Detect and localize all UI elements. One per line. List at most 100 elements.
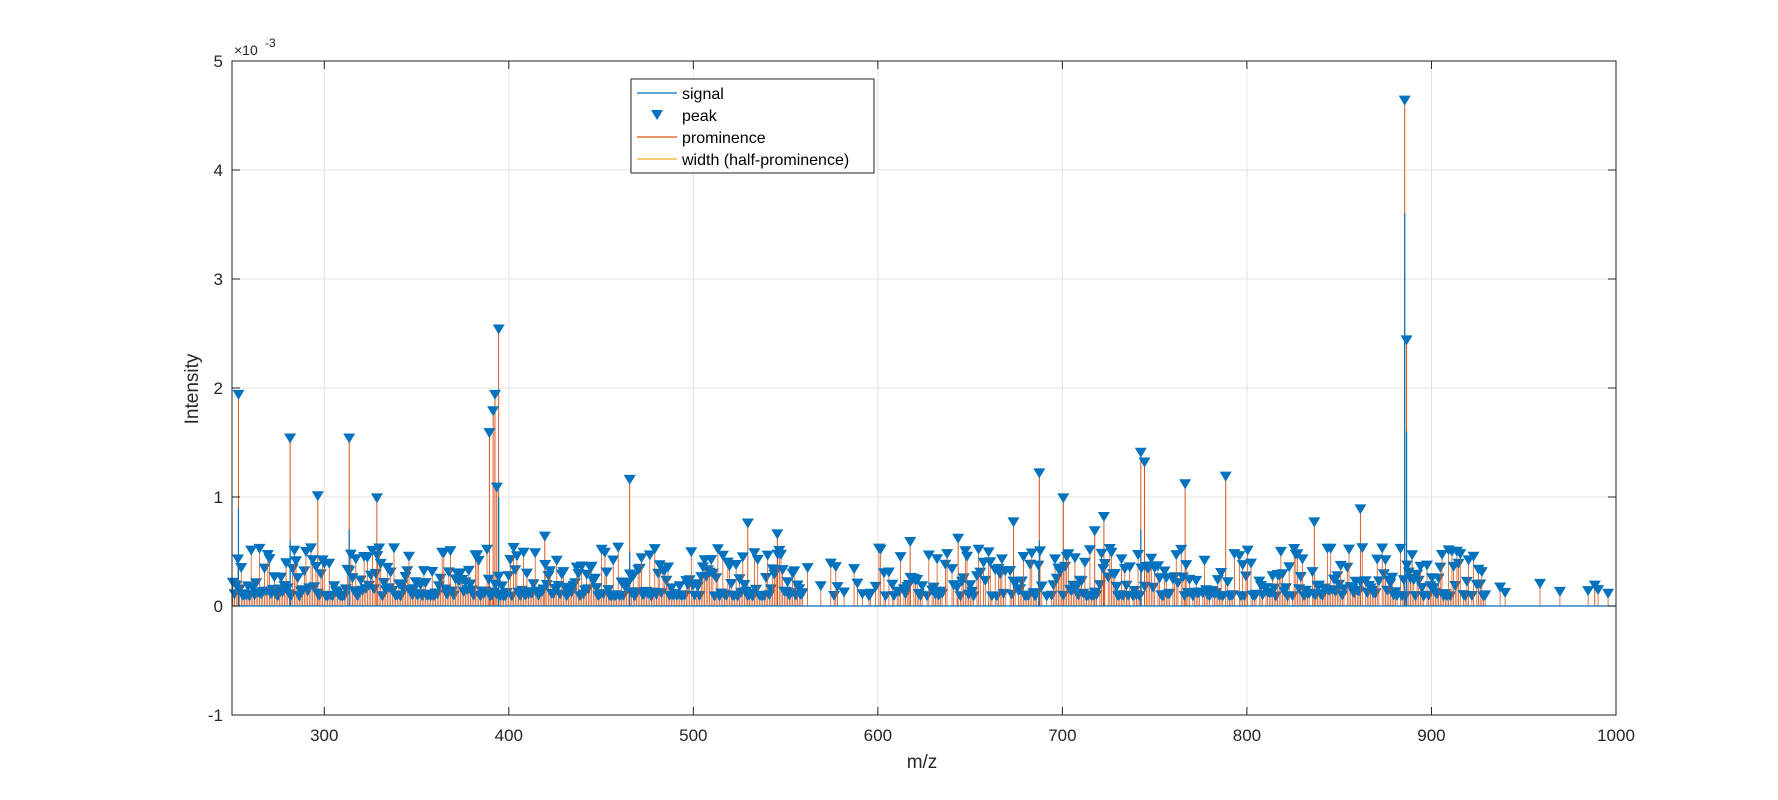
noise-peak-marker	[607, 555, 620, 566]
noise-peak-marker	[725, 579, 738, 589]
legend-peak-marker	[651, 110, 663, 120]
noise-peak-marker	[751, 555, 764, 565]
y-tick-label: 0	[214, 597, 223, 616]
y-tick-label: 2	[214, 379, 223, 398]
noise-peak-marker	[1241, 545, 1254, 556]
noise-peak-marker	[1110, 581, 1123, 592]
noise-peak-marker	[1499, 587, 1512, 598]
noise-peak-marker	[374, 558, 387, 569]
noise-peak-marker	[1123, 562, 1136, 573]
noise-peak-marker	[361, 552, 374, 563]
noise-peak-marker	[665, 583, 678, 594]
noise-peak-marker	[1288, 544, 1301, 554]
axes	[231, 60, 1617, 716]
noise-peak-marker	[851, 578, 864, 589]
noise-peak-marker	[972, 544, 985, 555]
svg-text:×10: ×10	[234, 42, 258, 58]
noise-peak-marker	[507, 543, 520, 553]
noise-peak-marker	[939, 559, 952, 570]
noise-peak-marker	[1158, 566, 1171, 577]
noise-peak-marker	[685, 547, 698, 558]
noise-peak-marker	[600, 567, 613, 578]
noise-peak-marker	[544, 566, 557, 577]
noise-peak-marker	[612, 542, 625, 553]
noise-peak-marker	[1467, 551, 1480, 562]
peak-marker	[1354, 504, 1367, 515]
peak-marker	[538, 531, 551, 542]
noise-peak-marker	[814, 581, 827, 592]
noise-peak-marker	[1168, 572, 1181, 583]
noise-peak-marker	[1434, 562, 1447, 573]
noise-peak-marker	[995, 554, 1008, 565]
noise-peak-marker	[730, 560, 743, 570]
noise-peak-marker	[590, 583, 603, 594]
noise-peak-marker	[1170, 550, 1183, 561]
peak-marker	[343, 433, 356, 444]
noise-peak-marker	[673, 581, 686, 592]
x-tick-label: 900	[1417, 726, 1445, 745]
noise-peak-marker	[1283, 562, 1296, 573]
noise-peak-marker	[291, 573, 304, 584]
noise-peak-marker	[660, 575, 673, 586]
noise-peak-marker	[426, 567, 439, 577]
noise-peak-marker	[1386, 572, 1399, 583]
noise-peak-marker	[437, 548, 450, 559]
peak-marker	[487, 406, 500, 417]
noise-peak-marker	[761, 550, 774, 561]
noise-peak-marker	[1474, 579, 1487, 590]
noise-peak-marker	[1465, 591, 1478, 601]
signal-series	[231, 213, 1616, 607]
noise-peak-marker	[1240, 571, 1252, 582]
noise-peak-marker	[831, 582, 844, 593]
noise-peak-marker	[1226, 590, 1239, 601]
legend: signal peak prominence width (half-promi…	[630, 78, 875, 174]
peak-marker	[492, 324, 505, 335]
noise-peak-marker	[1412, 575, 1425, 586]
noise-peak-marker	[1379, 555, 1392, 566]
y-tick-label: 3	[214, 270, 223, 289]
noise-peak-marker	[1236, 560, 1249, 571]
noise-peak-marker	[602, 585, 615, 596]
legend-signal-label: signal	[682, 86, 724, 103]
noise-peak-marker	[748, 548, 761, 559]
legend-peak-label: peak	[682, 108, 718, 125]
noise-peak-marker	[529, 548, 542, 559]
noise-peak-marker	[1147, 582, 1159, 593]
noise-peak-marker	[1105, 547, 1118, 558]
signal-noise	[226, 542, 1615, 606]
noise-peak-marker	[280, 558, 293, 569]
noise-peak-marker	[882, 567, 895, 578]
noise-peak-marker	[1035, 581, 1048, 592]
noise-peak-marker	[1015, 576, 1028, 587]
noise-peak-marker	[401, 566, 414, 577]
noise-peak-marker	[921, 591, 934, 602]
legend-prominence-label: prominence	[682, 130, 766, 147]
noise-peak-marker	[874, 544, 887, 555]
peak-marker	[1097, 512, 1110, 522]
noise-peak-marker	[1553, 586, 1566, 597]
noise-peak-marker	[716, 550, 729, 561]
noise-peak-marker	[848, 564, 861, 575]
noise-peak-marker	[1215, 568, 1228, 578]
noise-peak-marker	[1274, 546, 1287, 557]
noise-peak-marker	[409, 577, 422, 588]
noise-peak-marker	[635, 553, 648, 564]
peak-marker	[741, 518, 754, 529]
noise-peak-marker	[1032, 560, 1045, 571]
noise-peak-marker	[1175, 544, 1188, 555]
noise-peak-marker	[275, 572, 288, 583]
noise-peak-marker	[760, 573, 772, 583]
noise-peak-marker	[916, 581, 929, 592]
noise-peak-marker	[1534, 578, 1546, 589]
noise-peak-marker	[308, 582, 321, 593]
noise-peak-marker	[796, 588, 809, 599]
noise-peak-marker	[1133, 591, 1146, 602]
noise-peak-marker	[403, 551, 415, 562]
noise-peak-marker	[589, 573, 601, 584]
noise-peak-marker	[922, 550, 935, 561]
peak-marker	[623, 474, 636, 485]
noise-peak-marker	[1313, 580, 1326, 591]
noise-peak-marker	[1336, 590, 1349, 601]
noise-peak-marker	[419, 578, 432, 589]
noise-peak-marker	[788, 566, 801, 577]
